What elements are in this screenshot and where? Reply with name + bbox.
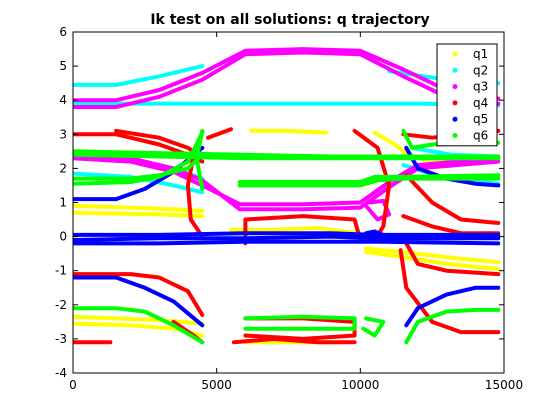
x-tick-label: 15000: [485, 378, 523, 392]
x-tick-label: 0: [69, 378, 77, 392]
trajectory-q6-5: [194, 128, 205, 191]
chart-title: Ik test on all solutions: q trajectory: [150, 12, 429, 28]
trajectory-q1-8: [364, 246, 501, 265]
y-tick-label: -3: [55, 332, 67, 346]
legend-marker-q1: [452, 51, 458, 57]
y-tick-label: -2: [55, 298, 67, 312]
trajectory-q3-0: [73, 50, 501, 109]
trajectory-q5-5: [364, 229, 386, 242]
trajectory-q4-12: [398, 248, 501, 335]
trajectory-q2-0: [73, 64, 205, 87]
legend-label-q1: q1: [473, 47, 488, 61]
y-tick-label: 1: [59, 196, 67, 210]
series-q5: [73, 145, 501, 328]
y-tick-label: -1: [55, 264, 67, 278]
x-tick-label: 10000: [341, 378, 379, 392]
trajectory-q4-2: [185, 152, 205, 239]
trajectory-q5-0: [73, 231, 501, 237]
y-tick-label: 6: [59, 25, 67, 39]
legend: q1 q2 q3 q4 q5 q6: [436, 43, 498, 147]
trajectory-q1-0: [73, 203, 205, 213]
trajectory-q5-7: [404, 285, 501, 328]
trajectory-q5-4: [73, 275, 205, 328]
trajectory-q3-2: [73, 156, 501, 207]
legend-label-q6: q6: [473, 129, 488, 143]
y-tick-label: 3: [59, 127, 67, 141]
trajectory-q4-15: [404, 173, 501, 225]
trajectory-q4-3: [206, 127, 233, 140]
trajectory-q4-7: [243, 214, 363, 246]
trajectory-q6-11: [404, 307, 501, 345]
trajectory-q4-14: [404, 241, 501, 277]
series-q6: [73, 128, 501, 345]
legend-label-q5: q5: [473, 112, 488, 126]
legend-marker-q5: [452, 116, 458, 122]
x-tick-label: 5000: [201, 378, 232, 392]
legend-marker-q4: [452, 100, 458, 106]
y-tick-label: 5: [59, 59, 67, 73]
trajectory-q1-1: [73, 210, 205, 219]
trajectory-q3-1: [73, 47, 501, 103]
trajectory-q1-7: [364, 249, 501, 271]
legend-label-q3: q3: [473, 80, 488, 94]
trajectory-q5-1: [73, 234, 501, 242]
trajectory-q4-10: [352, 128, 392, 242]
trajectory-q2-1: [73, 101, 501, 108]
trajectory-q4-13: [401, 214, 501, 236]
trajectory-q6-7: [237, 176, 501, 188]
y-tick-label: -4: [55, 366, 67, 380]
y-axis: -4 -3 -2 -1 0 1 2 3 4 5 6: [55, 25, 504, 380]
trajectory-q1-4: [229, 226, 363, 236]
legend-marker-q3: [452, 84, 458, 90]
x-axis: 0 5000 10000 15000: [69, 32, 523, 392]
legend-marker-q2: [452, 67, 458, 73]
trajectory-q4-9: [231, 336, 357, 345]
trajectory-q4-4: [73, 272, 205, 317]
trajectory-q6-9: [361, 316, 386, 338]
trajectory-q1-5: [249, 128, 328, 135]
legend-box: [436, 43, 498, 147]
series-q4: [73, 127, 501, 345]
trajectory-q1-9: [372, 130, 415, 161]
legend-label-q2: q2: [473, 63, 488, 77]
legend-marker-q6: [452, 133, 458, 138]
trajectory-q3-4: [364, 198, 392, 222]
trajectory-q6-1: [73, 152, 501, 161]
y-tick-label: 2: [59, 161, 67, 175]
trajectory-q6-4: [73, 306, 205, 345]
plot-area: [73, 47, 501, 345]
y-tick-label: 4: [59, 93, 67, 107]
trajectory-q5-2: [73, 239, 501, 246]
y-tick-label: 0: [59, 230, 67, 244]
trajectory-q6-8: [243, 314, 357, 331]
legend-label-q4: q4: [473, 96, 488, 110]
trajectory-q6-3: [73, 130, 205, 186]
